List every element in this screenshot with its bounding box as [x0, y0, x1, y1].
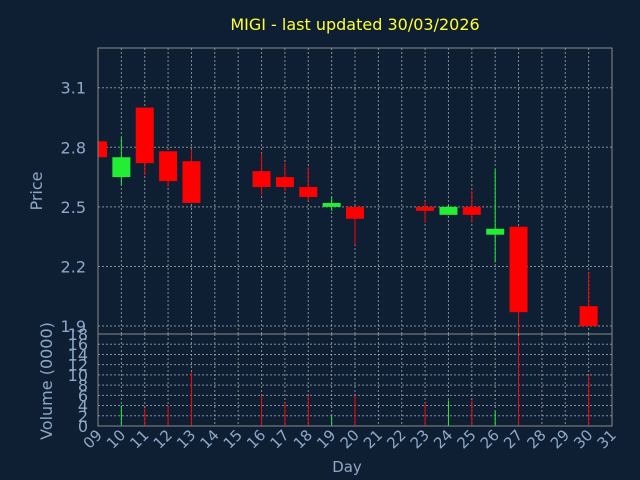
- volume-y-tick-label: 10: [68, 366, 88, 385]
- x-tick-label: 31: [594, 426, 620, 452]
- candle-body: [322, 202, 341, 207]
- x-tick-label: 18: [290, 426, 316, 452]
- volume-y-tick-label: 0: [78, 417, 88, 436]
- price-panel: 3.1 2.8 2.5 2.2 1.9 Price: [27, 47, 613, 342]
- x-tick-label: 10: [103, 426, 129, 452]
- x-tick-label: 17: [267, 426, 293, 452]
- volume-y-tick-label: 8: [78, 376, 88, 395]
- price-grid: [97, 48, 613, 334]
- price-y-tick-label: 2.5: [61, 198, 86, 217]
- x-tick-label: 19: [313, 426, 339, 452]
- x-tick-label: 15: [220, 426, 246, 452]
- x-tick-label: 24: [430, 426, 456, 452]
- candle-body: [486, 228, 505, 235]
- x-tick-label: 12: [150, 426, 176, 452]
- volume-y-tick-label: 14: [68, 345, 88, 364]
- price-plot-frame: [97, 47, 613, 335]
- candle-body: [98, 141, 107, 158]
- x-tick-label: 23: [407, 426, 433, 452]
- volume-plot-frame: [97, 333, 613, 427]
- x-tick-label: 21: [360, 426, 386, 452]
- candle-body: [416, 206, 435, 211]
- candle-body: [579, 306, 598, 327]
- price-axis-label: Price: [27, 171, 46, 210]
- x-tick-label: 26: [477, 426, 503, 452]
- price-candles: [97, 107, 598, 342]
- candle-body: [299, 187, 318, 197]
- candle-body: [439, 206, 458, 215]
- candle-body: [182, 161, 201, 203]
- x-ticks: 0910111213141516171819202122232425262728…: [80, 426, 620, 452]
- price-y-tick-label: 2.2: [61, 257, 86, 276]
- volume-y-tick-label: 18: [68, 325, 88, 344]
- x-tick-label: 13: [173, 426, 199, 452]
- candle-body: [346, 206, 364, 219]
- x-tick-label: 14: [196, 426, 222, 452]
- chart-title: MIGI - last updated 30/03/2026: [230, 15, 479, 34]
- volume-y-tick-label: 4: [78, 397, 88, 416]
- candle-body: [135, 107, 154, 164]
- volume-y-tick-label: 2: [78, 407, 88, 426]
- price-y-tick-label: 3.1: [61, 79, 86, 98]
- volume-axis-label: Volume (0000): [37, 322, 56, 440]
- candle-body: [275, 177, 294, 188]
- x-tick-label: 11: [126, 426, 152, 452]
- volume-y-tick-label: 16: [68, 335, 88, 354]
- x-tick-label: 27: [500, 426, 526, 452]
- volume-y-tick-label: 12: [68, 356, 88, 375]
- x-tick-label: 28: [524, 426, 550, 452]
- candle-body: [112, 157, 131, 178]
- x-tick-label: 30: [570, 426, 596, 452]
- price-y-tick-label: 1.9: [61, 317, 86, 336]
- candle-body: [462, 206, 481, 215]
- candle-body: [159, 151, 178, 182]
- candle-body: [252, 171, 271, 188]
- price-y-ticks: 3.1 2.8 2.5 2.2 1.9: [61, 79, 86, 336]
- volume-y-tick-label: 6: [78, 386, 88, 405]
- x-tick-label: 25: [453, 426, 479, 452]
- volume-bars: [120, 336, 590, 426]
- x-axis-label: Day: [332, 458, 362, 476]
- x-tick-label: 16: [243, 426, 269, 452]
- price-y-tick-label: 2.8: [61, 138, 86, 157]
- candle-body: [509, 226, 528, 313]
- x-tick-label: 20: [337, 426, 363, 452]
- x-tick-label: 29: [547, 426, 573, 452]
- x-tick-label: 22: [383, 426, 409, 452]
